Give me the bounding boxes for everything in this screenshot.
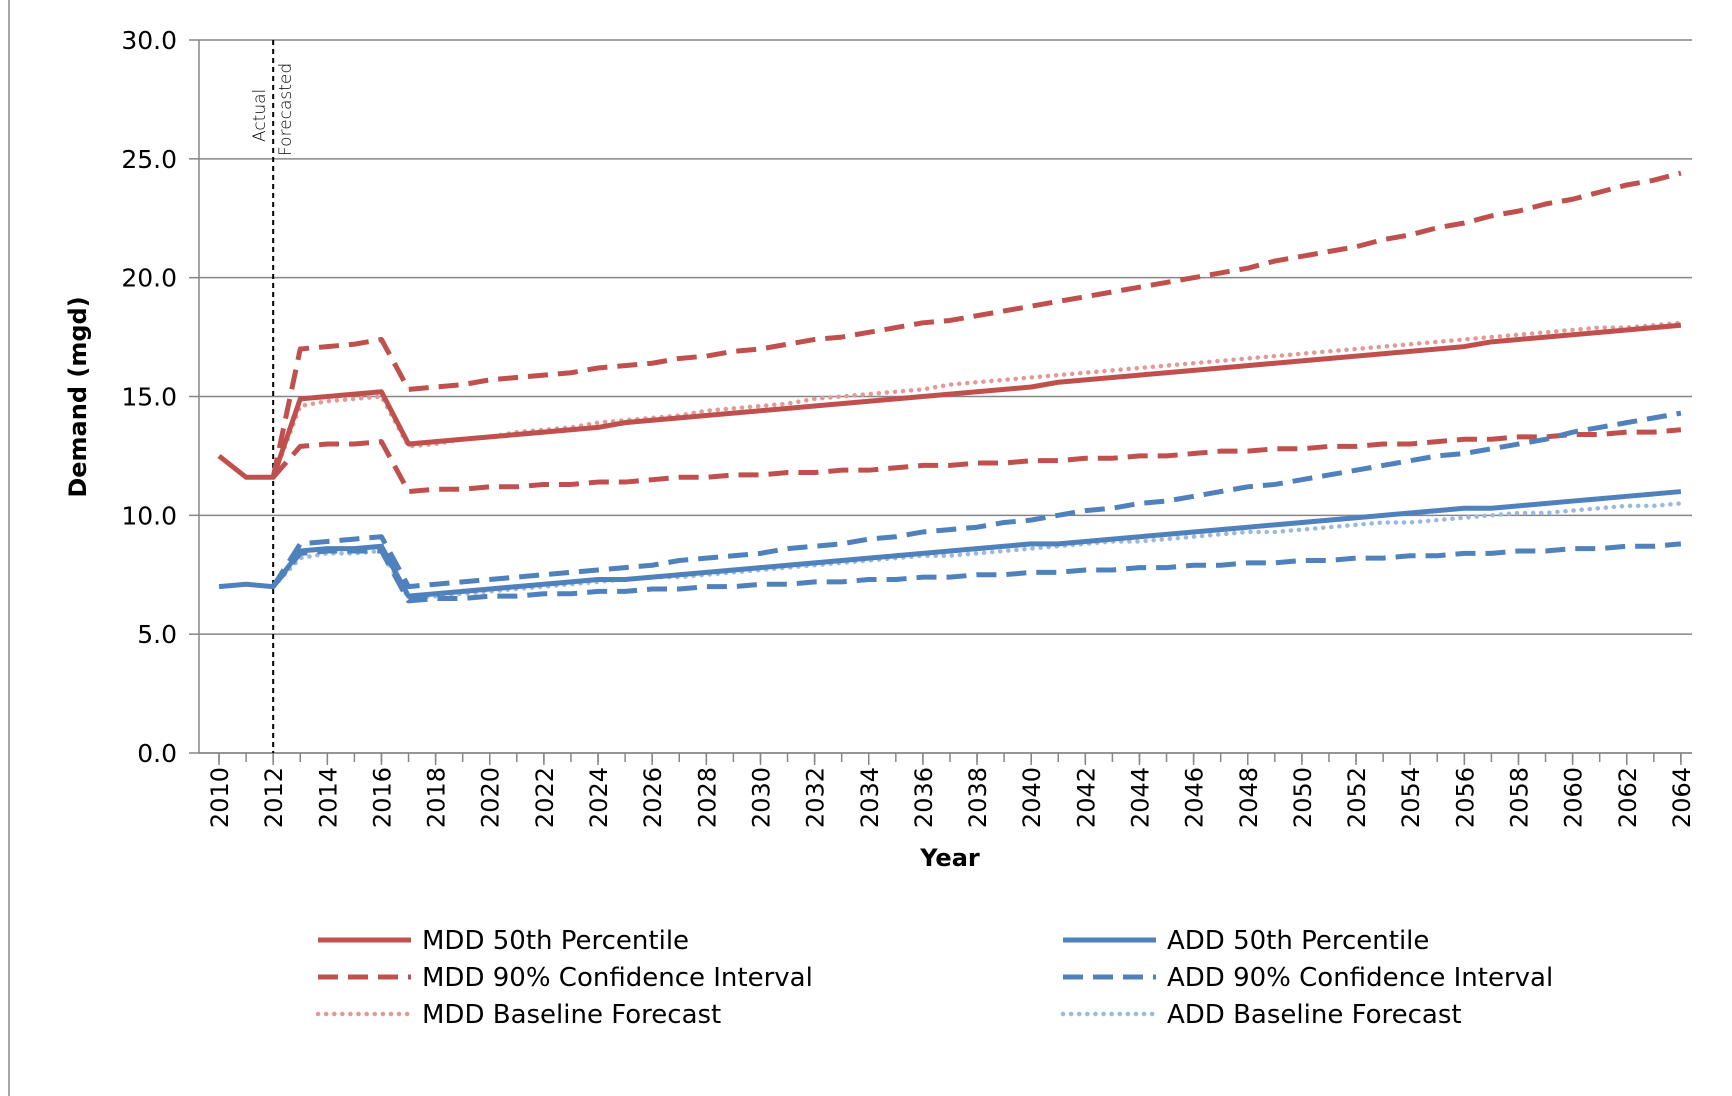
x-tick-label: 2044: [1126, 767, 1154, 828]
y-tick-label: 5.0: [137, 620, 177, 649]
x-tick-label: 2030: [747, 767, 775, 828]
x-tick-label: 2062: [1614, 767, 1642, 828]
x-tick-label: 2060: [1560, 767, 1588, 828]
x-tick-label: 2016: [368, 767, 396, 828]
x-tick-label: 2034: [856, 767, 884, 828]
y-axis-title: Demand (mgd): [64, 296, 92, 497]
legend-label: MDD 50th Percentile: [422, 926, 689, 956]
y-tick-label: 25.0: [121, 145, 177, 174]
series-line: [271, 541, 1682, 604]
x-tick-label: 2036: [910, 767, 938, 828]
x-tick-label: 2010: [206, 767, 234, 828]
x-tick-label: 2050: [1289, 767, 1317, 828]
x-tick-label: 2058: [1505, 767, 1533, 828]
series-line: [217, 322, 1682, 480]
x-tick-label: 2048: [1235, 767, 1263, 828]
x-tick-label: 2012: [260, 767, 288, 828]
x-tick-label: 2042: [1072, 767, 1100, 828]
x-tick-label: 2038: [964, 767, 992, 828]
chart-frame: [8, 0, 1732, 1096]
x-axis-title: Year: [919, 844, 980, 872]
series-line: [270, 170, 1682, 478]
divider-right-label: Forecasted: [276, 63, 296, 156]
x-tick-label: 2014: [314, 767, 342, 828]
x-tick-label: 2018: [423, 767, 451, 828]
x-tick-label: 2046: [1181, 767, 1209, 828]
x-tick-label: 2032: [802, 767, 830, 828]
x-tick-label: 2028: [693, 767, 721, 828]
y-tick-label: 30.0: [121, 26, 177, 55]
series-line: [271, 410, 1682, 590]
y-tick-label: 15.0: [121, 383, 177, 412]
x-tick-label: 2056: [1451, 767, 1479, 828]
y-tick-label: 10.0: [121, 501, 177, 530]
x-tick-label: 2020: [477, 767, 505, 828]
x-tick-label: 2022: [531, 767, 559, 828]
y-tick-label: 0.0: [137, 739, 177, 768]
legend-label: MDD 90% Confidence Interval: [422, 963, 813, 993]
legend-label: ADD 50th Percentile: [1167, 926, 1429, 956]
divider-left-label: Actual: [250, 89, 270, 142]
series-line: [218, 489, 1682, 599]
x-tick-label: 2054: [1397, 767, 1425, 828]
legend-label: ADD 90% Confidence Interval: [1167, 963, 1553, 993]
x-tick-label: 2040: [1018, 767, 1046, 828]
x-tick-label: 2052: [1343, 767, 1371, 828]
x-tick-label: 2024: [585, 767, 613, 828]
x-tick-label: 2064: [1668, 767, 1696, 828]
series-line: [271, 427, 1682, 495]
legend-label: MDD Baseline Forecast: [422, 1000, 721, 1030]
y-tick-label: 20.0: [121, 264, 177, 293]
x-tick-label: 2026: [639, 767, 667, 828]
legend-label: ADD Baseline Forecast: [1167, 1000, 1462, 1030]
